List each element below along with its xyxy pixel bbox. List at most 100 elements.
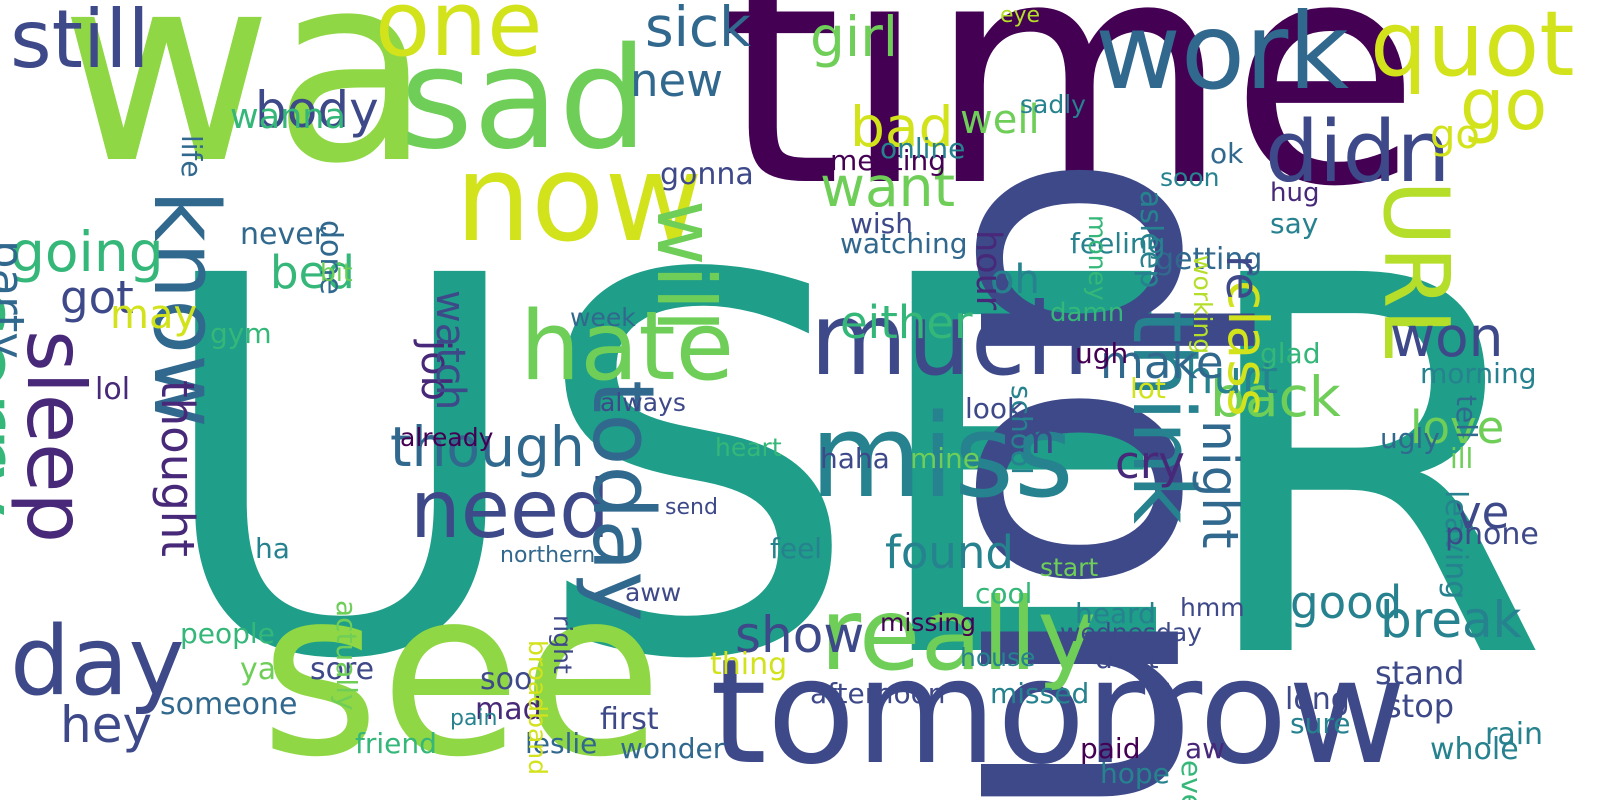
cloud-word: afternoon bbox=[810, 677, 946, 710]
cloud-word: may bbox=[110, 292, 198, 338]
cloud-word: make bbox=[1100, 336, 1224, 389]
cloud-word: sick bbox=[645, 0, 752, 59]
cloud-word: gonna bbox=[660, 157, 754, 192]
cloud-word: time bbox=[720, 0, 1421, 255]
cloud-word: show bbox=[735, 606, 865, 664]
cloud-word: re bbox=[1216, 255, 1269, 301]
cloud-word: broadband bbox=[523, 640, 552, 775]
cloud-word: even bbox=[1175, 760, 1208, 800]
cloud-word: day bbox=[10, 607, 185, 717]
cloud-word: sleep bbox=[9, 330, 102, 544]
cloud-word: go bbox=[1430, 112, 1480, 158]
cloud-word: watch bbox=[427, 290, 473, 411]
cloud-word: got bbox=[60, 271, 134, 324]
cloud-word: cool bbox=[975, 577, 1033, 610]
cloud-word: either bbox=[840, 296, 973, 349]
cloud-word: whole bbox=[1430, 732, 1519, 767]
cloud-word: eye bbox=[1000, 3, 1041, 28]
cloud-word: never bbox=[240, 217, 327, 252]
cloud-word: rain bbox=[1485, 717, 1544, 752]
cloud-word: see bbox=[260, 541, 663, 800]
cloud-word: night bbox=[1191, 420, 1249, 549]
cloud-word: soon bbox=[1160, 163, 1220, 192]
cloud-word: life bbox=[175, 135, 208, 178]
cloud-word: watching bbox=[840, 227, 968, 260]
cloud-word: sadly bbox=[1020, 90, 1086, 119]
cloud-word: want bbox=[820, 155, 956, 219]
cloud-word: wanna bbox=[230, 97, 346, 137]
cloud-word: missed bbox=[990, 677, 1090, 710]
cloud-word: wonder bbox=[620, 732, 725, 765]
cloud-word: will bbox=[639, 200, 732, 333]
cloud-word: paid bbox=[1080, 732, 1141, 765]
cloud-word: mine bbox=[910, 442, 981, 475]
cloud-word: thought bbox=[151, 380, 204, 557]
cloud-word: still bbox=[10, 0, 150, 86]
cloud-word: cry bbox=[1115, 436, 1185, 489]
cloud-word: really bbox=[820, 576, 1097, 693]
cloud-word: hmm bbox=[1180, 593, 1245, 622]
cloud-word: stand bbox=[1375, 654, 1465, 692]
cloud-word: someone bbox=[160, 687, 298, 722]
cloud-word: sad bbox=[400, 18, 648, 181]
cloud-word: stop bbox=[1385, 687, 1455, 725]
cloud-word: working bbox=[1188, 255, 1217, 355]
cloud-word: asleep bbox=[1133, 190, 1168, 289]
cloud-word: quot bbox=[1370, 0, 1575, 97]
cloud-word: mad bbox=[475, 692, 542, 727]
cloud-word: feeling bbox=[1070, 227, 1166, 260]
cloud-word: now bbox=[455, 130, 703, 269]
cloud-word: wa bbox=[60, 0, 432, 221]
cloud-word: tell bbox=[1450, 395, 1483, 439]
cloud-word: money bbox=[1083, 215, 1112, 301]
cloud-word: week bbox=[570, 303, 636, 332]
cloud-word: won bbox=[1390, 305, 1504, 369]
cloud-word: body bbox=[255, 81, 379, 139]
cloud-word: party bbox=[0, 240, 34, 359]
cloud-word: already bbox=[400, 423, 494, 452]
cloud-word: hey bbox=[60, 696, 153, 754]
cloud-word: sore bbox=[310, 652, 375, 687]
cloud-word: miss bbox=[810, 390, 1074, 524]
cloud-word: bed bbox=[270, 246, 355, 299]
cloud-word: first bbox=[600, 702, 659, 737]
cloud-word: ve bbox=[1455, 486, 1510, 539]
cloud-word: feel bbox=[770, 532, 823, 565]
cloud-word: good bbox=[1290, 576, 1403, 629]
cloud-word: getting bbox=[1155, 242, 1263, 277]
cloud-word: thing bbox=[710, 647, 788, 682]
cloud-word: didn bbox=[1265, 103, 1451, 202]
cloud-word: need bbox=[410, 463, 610, 556]
cloud-word: start bbox=[1040, 553, 1099, 582]
cloud-word: sure bbox=[1290, 707, 1351, 740]
cloud-word: morning bbox=[1420, 357, 1537, 390]
cloud-word: hug bbox=[1270, 178, 1320, 208]
cloud-word: hurt bbox=[1185, 351, 1279, 404]
cloud-word: break bbox=[1380, 591, 1522, 649]
cloud-word: send bbox=[665, 495, 718, 520]
cloud-word: ill bbox=[1450, 442, 1474, 475]
cloud-word: bit bbox=[320, 258, 353, 287]
cloud-word: always bbox=[600, 388, 686, 417]
cloud-word: damn bbox=[1050, 298, 1125, 328]
cloud-word: USER bbox=[150, 167, 1551, 773]
cloud-word: friend bbox=[355, 727, 437, 760]
cloud-word: say bbox=[1270, 207, 1319, 240]
cloud-word: soo bbox=[480, 662, 533, 697]
cloud-word: missing bbox=[880, 608, 977, 637]
cloud-word: hate bbox=[520, 292, 735, 402]
cloud-word: house bbox=[960, 643, 1036, 672]
cloud-word: going bbox=[10, 220, 164, 284]
cloud-word: ugh bbox=[1075, 337, 1129, 370]
cloud-word: actually bbox=[330, 600, 363, 711]
cloud-word: oh bbox=[990, 257, 1040, 303]
cloud-word: ya bbox=[240, 652, 277, 687]
cloud-word: online bbox=[880, 132, 966, 165]
cloud-word: much bbox=[810, 281, 1090, 398]
cloud-word: pain bbox=[450, 706, 498, 731]
cloud-word: long bbox=[1285, 682, 1350, 717]
cloud-word: glad bbox=[1260, 337, 1321, 370]
cloud-word: wednesday bbox=[1060, 618, 1202, 647]
cloud-word: northern bbox=[500, 543, 596, 568]
